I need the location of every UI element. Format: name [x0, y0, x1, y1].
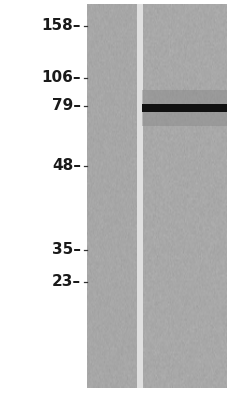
Text: 158–: 158–: [41, 18, 81, 34]
Text: 106–: 106–: [41, 70, 81, 86]
Text: 23–: 23–: [52, 274, 81, 290]
Text: 79–: 79–: [52, 98, 81, 114]
Bar: [136, 4, 142, 388]
Text: 35–: 35–: [52, 242, 81, 258]
Bar: [142, 104, 227, 112]
Text: 48–: 48–: [52, 158, 81, 174]
Bar: [142, 90, 227, 126]
